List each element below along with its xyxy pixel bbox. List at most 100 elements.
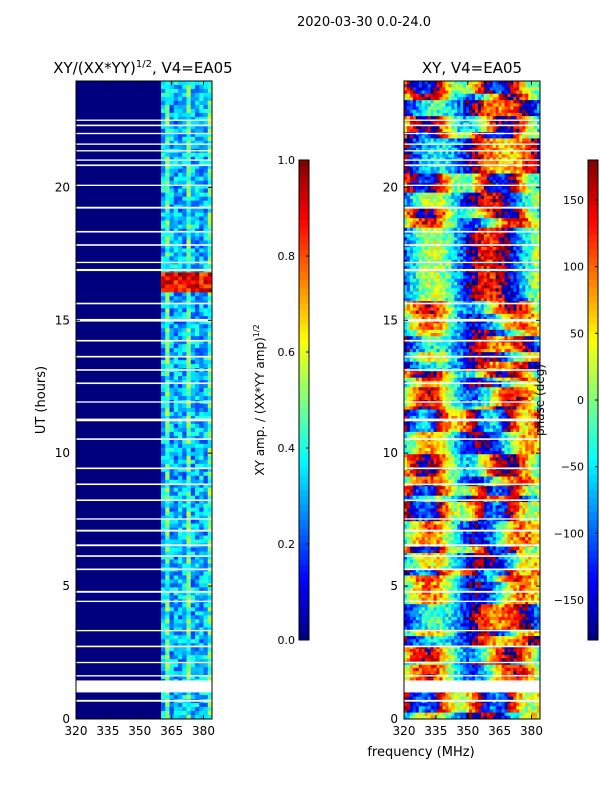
- phase-cell: [439, 186, 442, 190]
- phase-cell: [475, 193, 478, 197]
- phase-cell: [404, 135, 407, 139]
- amp-cell: [204, 233, 209, 237]
- phase-cell: [413, 282, 416, 286]
- phase-cell: [457, 282, 460, 286]
- phase-cell: [454, 196, 457, 200]
- phase-cell: [422, 189, 425, 193]
- amp-cell: [174, 237, 179, 241]
- phase-cell: [460, 237, 463, 241]
- phase-cell: [425, 272, 428, 276]
- phase-cell: [502, 263, 505, 267]
- phase-cell: [410, 263, 413, 267]
- phase-cell: [484, 276, 487, 280]
- amp-cell: [170, 504, 175, 508]
- amp-cell: [170, 575, 175, 579]
- phase-cell: [425, 107, 428, 111]
- amp-cell: [170, 540, 175, 544]
- phase-cell: [416, 103, 419, 107]
- phase-cell: [510, 202, 513, 206]
- phase-cell: [505, 279, 508, 283]
- phase-cell: [496, 161, 499, 165]
- phase-cell: [451, 218, 454, 222]
- amp-cell: [165, 607, 170, 611]
- phase-cell: [454, 250, 457, 254]
- phase-cell: [472, 81, 475, 85]
- phase-cell: [442, 126, 445, 130]
- phase-cell: [484, 199, 487, 203]
- phase-cell: [522, 263, 525, 267]
- amp-cbar-swatch: [299, 453, 309, 461]
- amp-cell: [199, 137, 204, 141]
- amp-cell: [204, 237, 209, 241]
- phase-cell: [454, 228, 457, 232]
- phase-cell: [493, 256, 496, 260]
- amp-cell: [170, 137, 175, 141]
- phase-cell: [528, 241, 531, 245]
- phase-cell: [469, 138, 472, 142]
- amp-cell: [199, 105, 204, 109]
- phase-cell: [513, 196, 516, 200]
- amp-cell: [187, 272, 192, 276]
- amp-cell: [191, 173, 196, 177]
- amp-cell: [182, 292, 187, 296]
- amp-cell: [178, 504, 183, 508]
- amp-cell: [195, 280, 200, 284]
- amp-cell: [204, 280, 209, 284]
- phase-cell: [481, 186, 484, 190]
- phase-cell: [431, 154, 434, 158]
- phase-cell: [460, 135, 463, 139]
- amp-cell: [178, 623, 183, 627]
- phase-cell: [478, 218, 481, 222]
- amp-cell: [204, 264, 209, 268]
- phase-cell: [404, 87, 407, 91]
- phase-cell: [472, 145, 475, 149]
- phase-cell: [513, 193, 516, 197]
- amp-cell: [161, 181, 166, 185]
- amp-cell: [165, 615, 170, 619]
- phase-cell: [522, 170, 525, 174]
- phase-cell: [437, 189, 440, 193]
- phase-cell: [475, 282, 478, 286]
- amp-cell: [199, 153, 204, 157]
- phase-cell: [472, 276, 475, 280]
- phase-cell: [416, 97, 419, 101]
- phase-cell: [505, 135, 508, 139]
- amp-cell: [170, 129, 175, 133]
- phase-cell: [507, 126, 510, 130]
- phase-cell: [528, 87, 531, 91]
- amp-cell: [170, 647, 175, 651]
- amp-cell: [187, 695, 192, 699]
- flagged-gap: [76, 356, 212, 358]
- amp-cell: [182, 460, 187, 464]
- phase-cell: [407, 138, 410, 142]
- amp-cell: [199, 292, 204, 296]
- phase-cell: [425, 113, 428, 117]
- amp-cell: [199, 504, 204, 508]
- amp-cell: [199, 460, 204, 464]
- amp-cell: [170, 571, 175, 575]
- phase-cell: [428, 91, 431, 95]
- phase-cell: [419, 221, 422, 225]
- amp-cell: [174, 233, 179, 237]
- amp-cell: [187, 540, 192, 544]
- phase-cell: [437, 103, 440, 107]
- phase-cell: [481, 279, 484, 283]
- amp-cell: [182, 651, 187, 655]
- phase-cell: [431, 193, 434, 197]
- phase-cell: [510, 100, 513, 104]
- phase-cell: [481, 256, 484, 260]
- phase-cell: [439, 196, 442, 200]
- phase-cell: [413, 196, 416, 200]
- phase-cell: [510, 103, 513, 107]
- amp-cell: [165, 619, 170, 623]
- amp-cell: [204, 607, 209, 611]
- phase-cell: [460, 129, 463, 133]
- phase-cell: [445, 234, 448, 238]
- phase-cell: [487, 250, 490, 254]
- amp-cell: [195, 348, 200, 352]
- amp-cell: [165, 388, 170, 392]
- phase-cell: [510, 189, 513, 193]
- phase-cell: [472, 199, 475, 203]
- amp-cell: [195, 432, 200, 436]
- amp-cell: [170, 221, 175, 225]
